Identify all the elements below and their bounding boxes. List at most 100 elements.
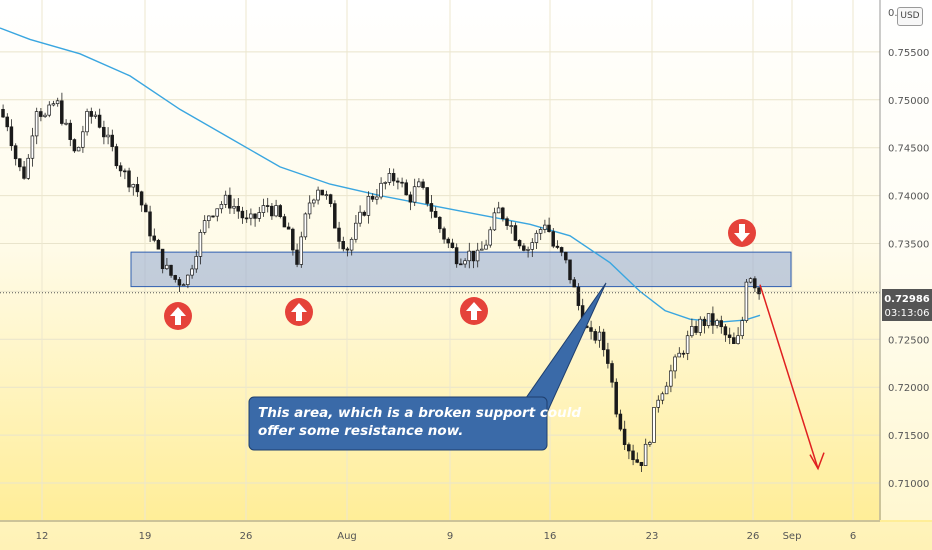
candle-body-up <box>30 135 35 159</box>
candle-body-down <box>1 109 5 118</box>
candle <box>39 107 43 122</box>
candle-body-up <box>736 335 740 344</box>
candle <box>253 213 257 227</box>
candle-body-down <box>639 461 644 466</box>
candle-body-up <box>597 331 602 341</box>
arrow-up-marker[interactable] <box>164 302 192 330</box>
candle <box>190 264 194 279</box>
candle-body-up <box>85 111 89 133</box>
candle <box>118 162 123 177</box>
candle-body-down <box>513 225 518 241</box>
candle <box>55 97 60 107</box>
candle <box>375 189 379 205</box>
candle <box>68 119 72 147</box>
candle-body-down <box>400 181 404 184</box>
candle <box>81 125 85 153</box>
candle <box>261 198 266 217</box>
candle <box>412 178 417 207</box>
candle-body-down <box>391 173 396 182</box>
candle-body-up <box>215 208 219 217</box>
y-tick-label: 0.72500 <box>888 335 929 346</box>
candle-body-up <box>312 199 316 204</box>
candle-body-down <box>362 211 366 216</box>
candle <box>26 154 30 180</box>
candle <box>232 198 236 214</box>
arrow-down-marker[interactable] <box>728 219 756 247</box>
candle-body-down <box>370 196 375 200</box>
candle-body-down <box>450 242 455 248</box>
candle-body-up <box>219 204 224 210</box>
candle-body-down <box>152 235 156 241</box>
arrow-up-icon <box>170 307 186 325</box>
candle <box>618 409 623 432</box>
resistance-zone[interactable] <box>130 251 792 288</box>
x-axis-labels: 12 19 26 Aug 9 16 23 26 Sep 6 <box>36 531 857 542</box>
annotation-line-1: This area, which is a broken support cou… <box>258 405 582 421</box>
candle <box>513 222 518 242</box>
candle-body-down <box>576 286 581 306</box>
candle-body-down <box>240 210 245 219</box>
candle-body-up <box>740 320 744 337</box>
candle-body-down <box>278 205 282 217</box>
candle-body-down <box>517 240 522 247</box>
arrow-up-marker[interactable] <box>460 297 488 325</box>
candle <box>753 276 757 293</box>
currency-badge[interactable]: USD <box>897 7 923 26</box>
candle <box>698 316 702 336</box>
candle <box>425 187 429 207</box>
candle <box>404 179 408 196</box>
candle <box>501 206 505 222</box>
candle-body-down <box>404 182 408 196</box>
x-tick-label: 23 <box>646 531 659 542</box>
candle-body-up <box>412 186 417 203</box>
candle <box>648 440 652 447</box>
candle <box>18 158 22 172</box>
candle-body-up <box>744 281 749 321</box>
candle <box>711 306 715 334</box>
candle <box>181 283 186 286</box>
candle <box>606 342 610 369</box>
candle-body-down <box>732 337 736 344</box>
candle <box>1 104 5 118</box>
candle-body-down <box>270 205 274 217</box>
candle-body-down <box>97 114 102 128</box>
candle <box>677 347 681 358</box>
candle <box>139 190 144 212</box>
candle-body-down <box>522 245 526 251</box>
candle <box>429 195 434 219</box>
candle <box>559 246 564 257</box>
candle <box>509 221 513 234</box>
candle-body-down <box>727 334 732 338</box>
x-tick-label: 26 <box>747 531 760 542</box>
candle-body-down <box>559 247 564 253</box>
candle <box>530 238 534 258</box>
candle <box>547 217 551 233</box>
candle-body-up <box>690 326 694 337</box>
candle <box>89 107 93 124</box>
candle <box>740 316 744 339</box>
projection-line <box>759 284 819 469</box>
candle-body-down <box>408 194 413 203</box>
candle-body-up <box>748 278 753 283</box>
y-tick-label: 0.74000 <box>888 192 929 203</box>
candle <box>391 168 396 186</box>
candle-body-up <box>131 184 135 188</box>
x-axis-panel <box>0 522 932 550</box>
candle <box>9 119 14 151</box>
candle-body-down <box>320 189 324 196</box>
candle-body-down <box>148 211 152 237</box>
annotation-callout[interactable] <box>248 282 607 451</box>
candle <box>341 236 345 252</box>
candle <box>265 197 270 213</box>
candle <box>76 146 81 152</box>
candle <box>211 215 215 218</box>
x-tick-label: 12 <box>36 531 49 542</box>
candle-body-down <box>139 191 144 206</box>
candle <box>669 364 673 393</box>
candle <box>274 199 278 218</box>
candle-body-down <box>438 216 442 230</box>
candle-body-up <box>467 250 471 262</box>
candle-body-up <box>194 256 198 270</box>
arrow-up-marker[interactable] <box>285 298 313 326</box>
